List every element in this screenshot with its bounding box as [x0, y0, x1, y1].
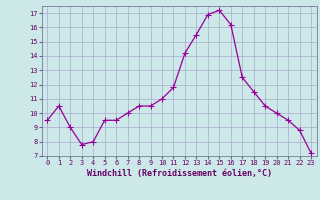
X-axis label: Windchill (Refroidissement éolien,°C): Windchill (Refroidissement éolien,°C)	[87, 169, 272, 178]
